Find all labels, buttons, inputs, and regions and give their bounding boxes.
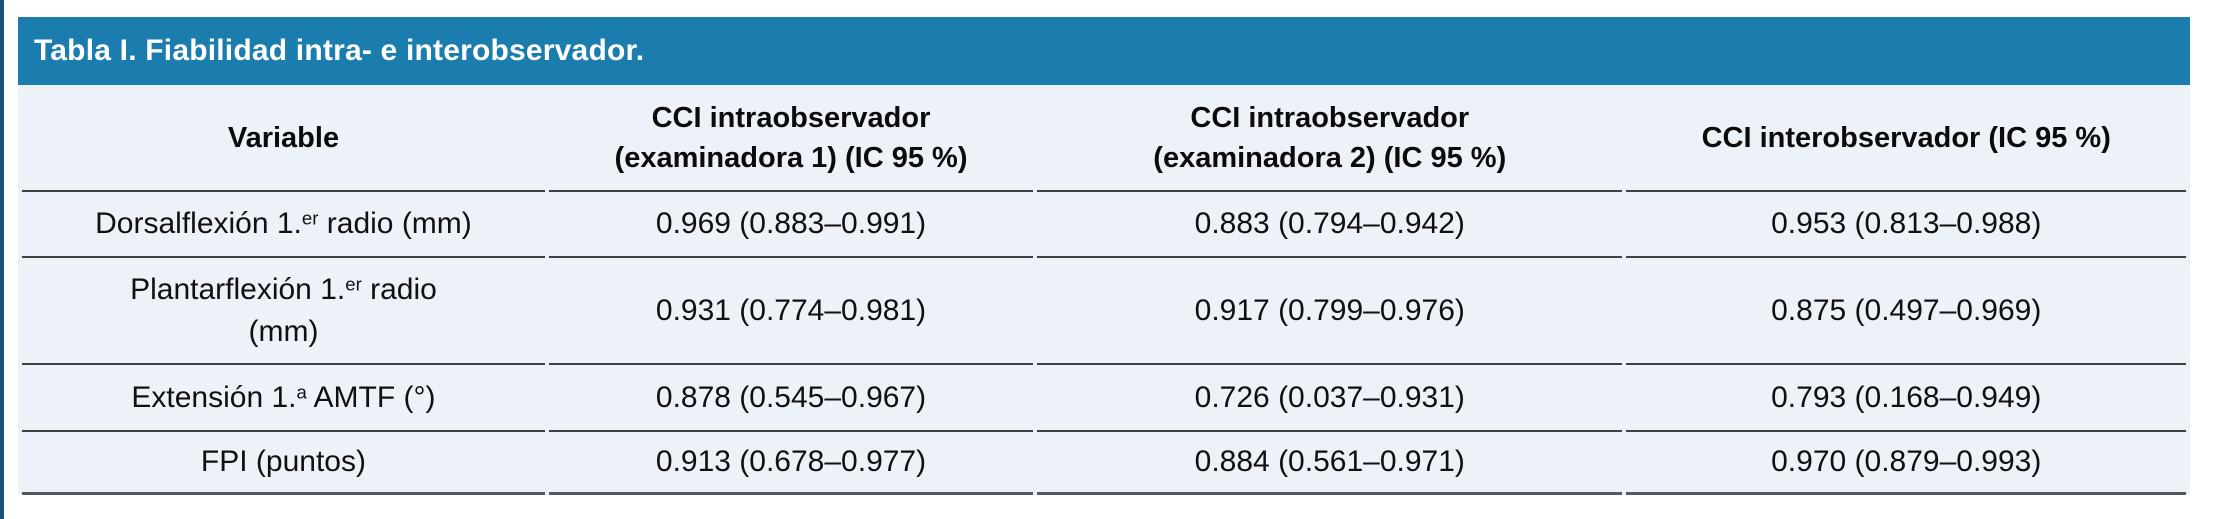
- superscript: er: [345, 273, 362, 295]
- reliability-table: Variable CCI intraobservador (examinador…: [18, 85, 2190, 495]
- variable-cell: Dorsalflexión 1.er radio (mm): [22, 192, 545, 258]
- col-header-variable: Variable: [22, 85, 545, 192]
- col-header-cci-inter: CCI interobservador (IC 95 %): [1626, 85, 2186, 192]
- cci-inter-cell: 0.875 (0.497–0.969): [1626, 258, 2186, 365]
- table-row: Plantarflexión 1.er radio (mm) 0.931 (0.…: [22, 258, 2186, 365]
- cci-intra1-cell: 0.969 (0.883–0.991): [548, 192, 1034, 258]
- cci-inter-cell: 0.953 (0.813–0.988): [1626, 192, 2186, 258]
- cci-inter-cell: 0.793 (0.168–0.949): [1626, 365, 2186, 432]
- variable-cell: Extensión 1.a AMTF (°): [22, 365, 545, 432]
- col-header-cci-intra-2: CCI intraobservador (examinadora 2) (IC …: [1037, 85, 1623, 192]
- col-header-cci-intra-1: CCI intraobservador (examinadora 1) (IC …: [548, 85, 1034, 192]
- table-card: Tabla I. Fiabilidad intra- e interobserv…: [18, 17, 2190, 495]
- superscript: a: [296, 381, 307, 403]
- table-title: Tabla I. Fiabilidad intra- e interobserv…: [34, 34, 645, 67]
- table-row: Extensión 1.a AMTF (°) 0.878 (0.545–0.96…: [22, 365, 2186, 432]
- col-header-variable-label: Variable: [227, 121, 340, 154]
- cci-intra2-cell: 0.884 (0.561–0.971): [1037, 432, 1623, 495]
- page-edge-rule: [0, 0, 4, 519]
- superscript: er: [301, 207, 319, 229]
- cci-intra1-cell: 0.878 (0.545–0.967): [548, 365, 1034, 432]
- cci-intra2-cell: 0.917 (0.799–0.976): [1037, 258, 1623, 365]
- header-row: Variable CCI intraobservador (examinador…: [22, 85, 2186, 192]
- variable-cell: FPI (puntos): [22, 432, 545, 495]
- variable-cell: Plantarflexión 1.er radio (mm): [22, 258, 545, 365]
- cci-intra1-cell: 0.931 (0.774–0.981): [548, 258, 1034, 365]
- table-row: FPI (puntos) 0.913 (0.678–0.977) 0.884 (…: [22, 432, 2186, 495]
- cci-intra2-cell: 0.883 (0.794–0.942): [1037, 192, 1623, 258]
- cci-intra1-cell: 0.913 (0.678–0.977): [548, 432, 1034, 495]
- table-row: Dorsalflexión 1.er radio (mm) 0.969 (0.8…: [22, 192, 2186, 258]
- table-title-bar: Tabla I. Fiabilidad intra- e interobserv…: [18, 17, 2190, 85]
- cci-inter-cell: 0.970 (0.879–0.993): [1626, 432, 2186, 495]
- cci-intra2-cell: 0.726 (0.037–0.931): [1037, 365, 1623, 432]
